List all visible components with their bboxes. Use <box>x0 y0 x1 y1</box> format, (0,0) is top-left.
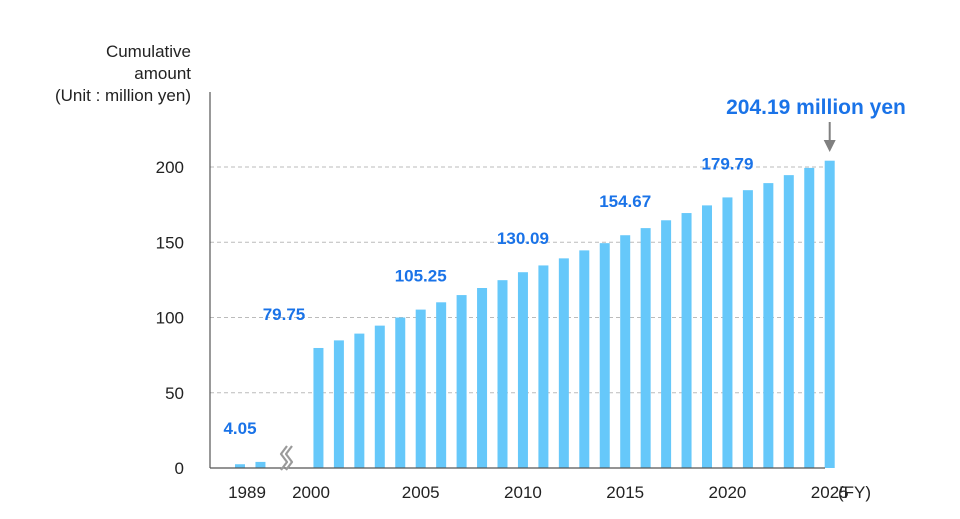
bar-2006 <box>436 302 447 468</box>
axis-break-icon <box>279 445 294 471</box>
y-tick-label-100: 100 <box>156 309 184 328</box>
bar-2004 <box>395 317 406 468</box>
bar-2019 <box>702 205 712 468</box>
bar-1990 <box>255 461 266 468</box>
annotation-arrow-head-icon <box>823 140 836 152</box>
bar-2014 <box>599 243 610 468</box>
bar-2016 <box>640 228 651 468</box>
x-tick-label-2015: 2015 <box>606 483 644 502</box>
axis-break-marker <box>279 445 294 471</box>
bar-2002 <box>354 333 365 468</box>
x-tick-label-2025: 2025 <box>811 483 849 502</box>
bar-2023 <box>783 175 794 468</box>
y-axis-title-line-3: (Unit : million yen) <box>55 86 191 105</box>
bar-2025 <box>824 160 835 469</box>
y-tick-label-0: 0 <box>175 459 184 478</box>
final-value-annotation: 204.19 million yen <box>726 96 906 119</box>
bar-2013 <box>579 250 590 468</box>
bar-1989 <box>235 464 245 468</box>
bar-2018 <box>681 213 692 468</box>
data-label-1990: 4.05 <box>223 419 256 438</box>
final-annotation: 204.19 million yen <box>726 96 906 152</box>
bar-2020 <box>722 197 733 468</box>
data-label-2005: 105.25 <box>395 267 447 286</box>
data-label-2010: 130.09 <box>497 229 549 248</box>
x-tick-label-1989: 1989 <box>228 483 266 502</box>
x-tick-label-2005: 2005 <box>402 483 440 502</box>
y-axis-title: Cumulative amount (Unit : million yen) <box>55 42 191 105</box>
bar-2021 <box>742 190 753 468</box>
bar-2012 <box>558 258 569 468</box>
bars <box>235 160 835 469</box>
bar-2005 <box>415 309 426 468</box>
data-labels: 4.05 79.75 105.25 130.09 154.67 179.79 <box>223 154 753 437</box>
y-tick-labels: 0 50 100 150 200 <box>156 158 184 478</box>
bar-2009 <box>497 280 508 468</box>
data-label-2020: 179.79 <box>701 154 753 173</box>
axes <box>209 92 825 469</box>
y-tick-label-50: 50 <box>165 384 184 403</box>
x-axis-unit: (FY) <box>838 483 871 502</box>
x-tick-label-2000: 2000 <box>292 483 330 502</box>
bar-2008 <box>477 288 488 468</box>
bar-2011 <box>538 265 549 468</box>
bar-2017 <box>661 220 672 468</box>
bar-2003 <box>374 325 385 468</box>
bar-2007 <box>456 295 467 468</box>
y-axis-title-line-2: amount <box>134 64 191 83</box>
bar-2015 <box>620 235 631 468</box>
bar-2001 <box>333 340 344 468</box>
data-label-2015: 154.67 <box>599 192 651 211</box>
gridlines <box>210 166 825 394</box>
x-tick-labels: 1989 2000 2005 2010 2015 2020 2025 <box>228 483 849 502</box>
bar-2010 <box>517 272 528 468</box>
bar-2022 <box>763 183 774 468</box>
bar-2000 <box>313 347 324 468</box>
x-tick-label-2010: 2010 <box>504 483 542 502</box>
x-tick-label-2020: 2020 <box>709 483 747 502</box>
bar-2024 <box>804 167 815 468</box>
y-axis-title-line-1: Cumulative <box>106 42 191 61</box>
y-tick-label-200: 200 <box>156 158 184 177</box>
y-tick-label-150: 150 <box>156 233 184 252</box>
data-label-2000: 79.75 <box>263 305 306 324</box>
